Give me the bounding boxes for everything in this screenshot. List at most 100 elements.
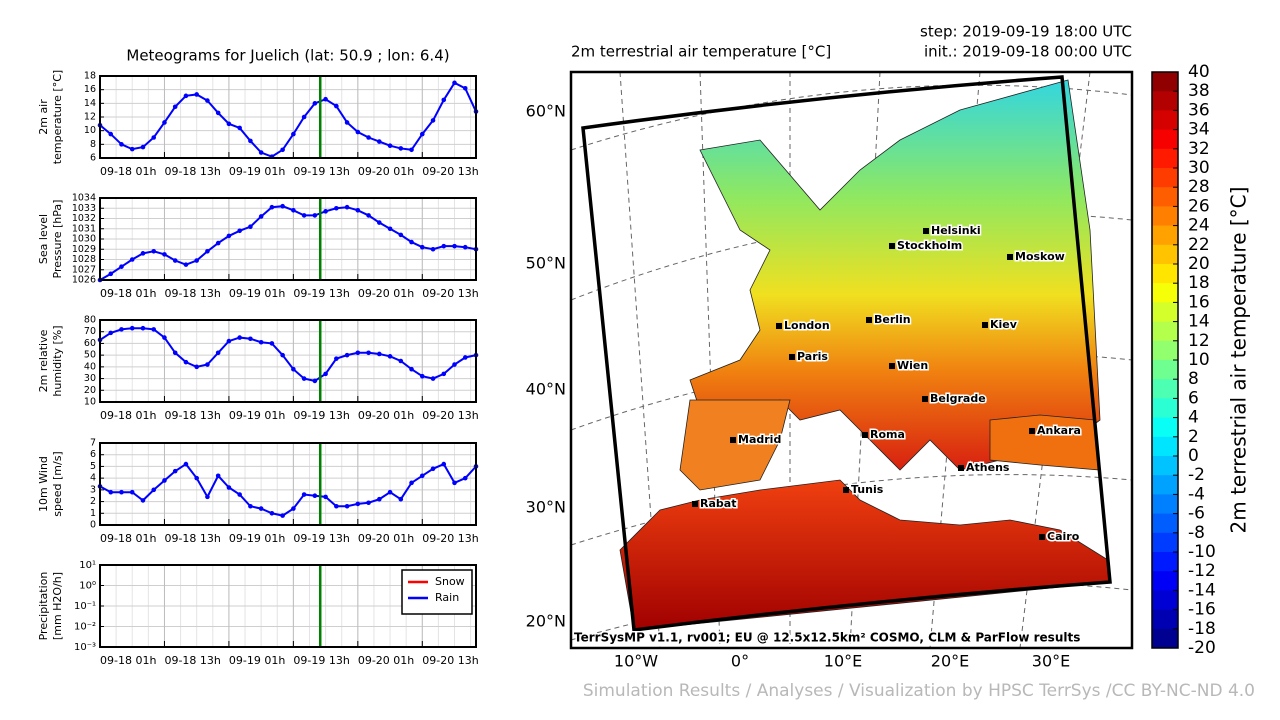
y-tick-label: 1032	[72, 213, 96, 224]
graticule	[570, 474, 1133, 546]
data-point	[462, 244, 468, 250]
city-marker	[843, 487, 849, 493]
x-tick-label: 09-19 01h	[229, 654, 285, 667]
data-point	[129, 257, 135, 262]
data-point	[312, 213, 318, 218]
data-point	[334, 356, 339, 361]
colorbar-tick-label: 16	[1188, 292, 1210, 312]
y-tick-label: 30	[84, 373, 96, 384]
map-area: Helsinki Stockholm Moskow London Berlin Kiev P…	[570, 71, 1133, 649]
data-point	[291, 366, 296, 372]
data-point	[151, 327, 157, 332]
y-tick-label: 10⁰	[79, 581, 96, 592]
data-point	[409, 480, 414, 486]
y-tick-label: 14	[84, 98, 96, 109]
data-point	[452, 480, 457, 486]
data-point	[366, 500, 371, 506]
x-tick-label: 09-20 01h	[358, 287, 414, 300]
data-point	[377, 139, 382, 144]
data-point	[377, 351, 382, 357]
y-tick-label: 3	[90, 484, 96, 495]
colorbar-segment	[1152, 360, 1178, 380]
data-point	[398, 496, 404, 502]
data-point	[140, 498, 146, 503]
city-label: Belgrade	[930, 392, 986, 405]
colorbar-tick-label: 22	[1188, 235, 1210, 255]
y-tick-label: 10⁻²	[74, 622, 96, 633]
colorbar-segment	[1152, 379, 1178, 399]
data-point	[441, 243, 447, 249]
data-point	[366, 350, 371, 356]
data-point	[462, 86, 468, 91]
legend-label: Rain	[435, 591, 459, 604]
y-axis-label: Pressure [hPa]	[51, 200, 64, 279]
colorbar-tick-label: -16	[1188, 600, 1216, 620]
city-label: Paris	[797, 350, 828, 363]
colorbar-tick-label: -2	[1188, 465, 1205, 485]
data-point	[355, 208, 361, 213]
colorbar-segment	[1152, 187, 1178, 207]
data-point	[301, 114, 307, 120]
data-point	[162, 478, 167, 483]
step-label: step: 2019-09-19 18:00 UTC	[920, 23, 1132, 41]
y-tick-label: 50	[84, 350, 96, 361]
data-point	[194, 364, 199, 370]
y-tick-label: 1033	[72, 203, 96, 214]
data-point	[183, 93, 189, 99]
city-label: Tunis	[851, 483, 884, 496]
data-point	[355, 129, 361, 135]
x-tick-label: 09-19 01h	[229, 165, 285, 178]
data-point	[108, 131, 114, 137]
data-point	[301, 492, 307, 497]
colorbar-segment	[1152, 436, 1178, 457]
data-point	[291, 208, 296, 213]
data-point	[366, 135, 371, 140]
data-point	[398, 358, 404, 364]
x-tick-label: 09-19 13h	[293, 654, 349, 667]
data-point	[398, 232, 404, 238]
data-point	[140, 251, 146, 256]
y-tick-label: 1030	[72, 234, 96, 245]
plot-frame	[99, 564, 477, 648]
y-tick-label: 4	[90, 473, 96, 484]
data-point	[441, 461, 447, 467]
city-marker	[1007, 254, 1013, 260]
data-point	[183, 262, 189, 267]
x-tick-label: 09-20 01h	[358, 409, 414, 422]
lat-label: 20°N	[526, 612, 566, 631]
data-point	[172, 104, 178, 110]
data-point	[215, 473, 221, 479]
data-point	[237, 228, 242, 234]
y-tick-label: 10¹	[79, 560, 96, 571]
colorbar-tick-label: -4	[1188, 484, 1205, 504]
data-point	[334, 103, 339, 109]
data-point	[215, 350, 221, 356]
map-frame	[569, 70, 1134, 650]
data-point	[312, 493, 318, 499]
city-marker	[776, 323, 782, 329]
colorbar-tick-label: 26	[1188, 196, 1210, 216]
y-axis-label: [mm H2O/h]	[51, 572, 64, 640]
data-point	[140, 144, 146, 150]
land-iberia	[679, 399, 791, 491]
city-marker	[866, 317, 872, 323]
data-point	[323, 371, 328, 377]
legend-box	[401, 569, 473, 615]
data-point	[226, 121, 232, 127]
colorbar-tick-label: 8	[1188, 369, 1199, 389]
lat-label: 30°N	[526, 498, 566, 517]
data-point	[419, 373, 425, 379]
colorbar-segment	[1152, 417, 1178, 438]
x-tick-label: 09-20 01h	[358, 165, 414, 178]
colorbar-segment	[1152, 590, 1178, 611]
colorbar-segment	[1152, 264, 1178, 284]
colorbar-tick-label: 0	[1188, 446, 1199, 466]
data-point	[312, 378, 318, 384]
data-point	[248, 336, 253, 342]
x-tick-label: 09-20 01h	[358, 532, 414, 545]
y-tick-label: 8	[90, 139, 96, 150]
data-point	[205, 362, 210, 367]
data-point	[430, 246, 436, 252]
y-tick-label: 70	[84, 326, 96, 337]
colorbar-tick-label: 28	[1188, 177, 1210, 197]
